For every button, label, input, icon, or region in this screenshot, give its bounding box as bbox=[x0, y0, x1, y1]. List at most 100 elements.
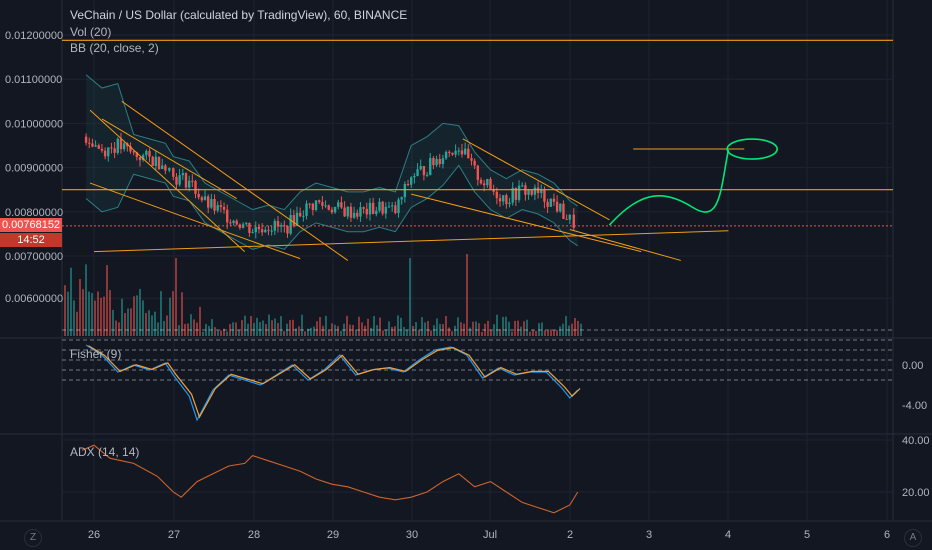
volume-bar bbox=[418, 329, 420, 336]
volume-bar bbox=[118, 322, 120, 336]
volume-bar bbox=[79, 279, 81, 336]
candle-body bbox=[84, 136, 88, 143]
candle-body bbox=[419, 165, 422, 170]
candle-body bbox=[394, 205, 397, 214]
bollinger-upper-line bbox=[85, 74, 579, 211]
volume-bar bbox=[544, 330, 546, 336]
candle-body bbox=[333, 206, 337, 213]
x-tick-label: 6 bbox=[884, 529, 890, 541]
candle-body bbox=[470, 158, 473, 161]
volume-bar bbox=[136, 295, 138, 336]
candle-body bbox=[448, 151, 451, 153]
volume-bar bbox=[475, 321, 477, 336]
candle-body bbox=[489, 178, 492, 190]
volume-bar bbox=[346, 315, 348, 336]
bollinger-lower-line bbox=[85, 164, 579, 250]
candle-body bbox=[100, 148, 104, 151]
adx-tick-label: 40.00 bbox=[902, 435, 930, 447]
volume-bar bbox=[175, 258, 177, 336]
volume-bar bbox=[511, 331, 513, 336]
y-tick-label: 0.00900000 bbox=[5, 163, 63, 175]
volume-bar bbox=[331, 323, 333, 336]
volume-bar bbox=[373, 316, 375, 336]
volume-bar bbox=[415, 321, 417, 336]
candle-body bbox=[295, 212, 299, 226]
volume-bar bbox=[172, 291, 174, 336]
candle-body bbox=[505, 195, 508, 205]
x-tick-label: 29 bbox=[327, 529, 339, 541]
volume-bar bbox=[70, 267, 72, 336]
x-tick-label: 5 bbox=[804, 529, 810, 541]
volume-bar bbox=[238, 329, 240, 336]
candle-body bbox=[495, 191, 499, 199]
candle-body bbox=[302, 215, 305, 217]
candle-body bbox=[530, 189, 533, 195]
volume-bar bbox=[412, 325, 414, 336]
volume-bar bbox=[88, 291, 90, 336]
volume-bar bbox=[121, 298, 123, 336]
volume-bar bbox=[568, 325, 570, 336]
candle-body bbox=[435, 158, 438, 166]
volume-bar bbox=[142, 300, 144, 336]
volume-bar bbox=[307, 328, 309, 336]
volume-bar bbox=[211, 319, 213, 336]
volume-bar bbox=[334, 324, 336, 336]
candle-body bbox=[88, 142, 91, 144]
volume-bar bbox=[145, 313, 147, 336]
current-price-tag: 0.00768152 bbox=[0, 218, 62, 232]
volume-bar bbox=[370, 327, 372, 336]
candle-body bbox=[206, 196, 210, 208]
volume-bar bbox=[466, 254, 468, 336]
candle-body bbox=[219, 205, 223, 208]
volume-bar bbox=[397, 315, 399, 336]
auto-scale-button[interactable]: A bbox=[904, 529, 922, 547]
volume-bar bbox=[529, 331, 531, 336]
y-tick-label: 0.01200000 bbox=[5, 30, 63, 42]
volume-bar bbox=[556, 330, 558, 336]
volume-bar bbox=[148, 310, 150, 336]
candle-body bbox=[416, 169, 419, 177]
candle-body bbox=[264, 229, 267, 233]
candle-body bbox=[514, 187, 518, 200]
volume-bar bbox=[283, 331, 285, 336]
volume-bar bbox=[436, 318, 438, 336]
volume-bar bbox=[208, 325, 210, 336]
x-tick-label: 4 bbox=[725, 529, 731, 541]
candle-body bbox=[216, 205, 219, 211]
zoom-button[interactable]: Z bbox=[24, 529, 42, 547]
candle-body bbox=[327, 205, 330, 210]
candle-body bbox=[203, 196, 207, 201]
volume-bar bbox=[127, 308, 129, 336]
candle-body bbox=[441, 158, 445, 165]
volume-bar bbox=[163, 320, 165, 336]
candle-body bbox=[138, 157, 142, 161]
volume-bar bbox=[226, 331, 228, 336]
volume-bar bbox=[178, 325, 180, 336]
volume-bar bbox=[169, 297, 171, 336]
candle-body bbox=[184, 173, 188, 188]
volume-bar bbox=[103, 296, 105, 336]
volume-bar bbox=[157, 322, 159, 336]
volume-bar bbox=[94, 300, 96, 336]
candle-body bbox=[257, 227, 261, 230]
volume-bar bbox=[532, 329, 534, 336]
candle-body bbox=[132, 151, 135, 153]
candle-body bbox=[222, 207, 226, 210]
candle-body bbox=[492, 189, 495, 192]
volume-bar bbox=[112, 309, 114, 336]
candle-body bbox=[476, 165, 480, 180]
candle-body bbox=[375, 210, 378, 215]
candle-body bbox=[194, 181, 197, 194]
candle-body bbox=[160, 165, 164, 170]
candle-body bbox=[511, 187, 514, 203]
candle-body bbox=[311, 203, 315, 210]
adx-legend: ADX (14, 14) bbox=[70, 445, 140, 459]
candle-body bbox=[270, 230, 273, 232]
volume-bar bbox=[490, 330, 492, 336]
candle-body bbox=[356, 212, 359, 217]
candle-body bbox=[116, 138, 119, 153]
candle-body bbox=[129, 146, 132, 152]
volume-bar bbox=[559, 326, 561, 336]
candle-body bbox=[559, 203, 562, 212]
